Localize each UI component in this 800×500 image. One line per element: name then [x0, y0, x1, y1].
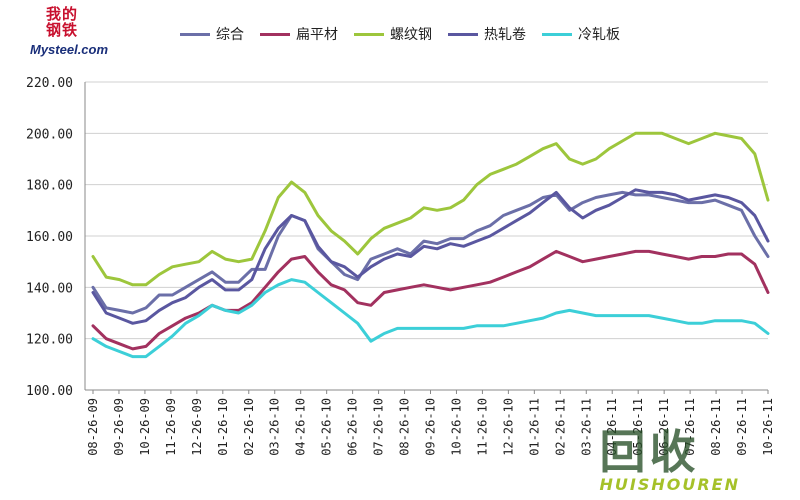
x-tick-label: 10-26-09 — [138, 398, 152, 456]
x-tick-label: 12-26-09 — [190, 398, 204, 456]
x-tick-label: 05-26-11 — [631, 398, 645, 456]
legend-label: 综合 — [216, 27, 244, 43]
x-tick-label: 01-26-10 — [216, 398, 230, 456]
legend-item: 冷轧板 — [542, 24, 620, 44]
x-tick-label: 06-26-11 — [657, 398, 671, 456]
chart-legend: 综合 扁平材 螺纹钢 热轧卷 冷轧板 — [180, 24, 636, 44]
series-line-0 — [91, 190, 770, 315]
watermark: 回收 HUISHOUREN — [600, 429, 740, 494]
x-tick-label: 08-26-10 — [398, 398, 412, 456]
legend-label: 冷轧板 — [578, 27, 620, 43]
legend-swatch — [354, 32, 384, 36]
x-tick-label: 09-26-11 — [735, 398, 749, 456]
series-line-1 — [91, 249, 770, 351]
y-tick-label: 100.00 — [26, 384, 73, 399]
y-tick-label: 160.00 — [26, 230, 73, 245]
legend-item: 综合 — [180, 24, 244, 44]
x-tick-label: 08-26-11 — [709, 398, 723, 456]
x-tick-label: 07-26-11 — [683, 398, 697, 456]
legend-item: 热轧卷 — [448, 24, 526, 44]
legend-swatch — [542, 32, 572, 36]
x-tick-label: 11-26-09 — [164, 398, 178, 456]
y-tick-label: 120.00 — [26, 333, 73, 348]
x-tick-label: 02-26-10 — [242, 398, 256, 456]
legend-item: 螺纹钢 — [354, 24, 432, 44]
legend-label: 扁平材 — [296, 27, 338, 43]
x-tick-label: 08-26-09 — [86, 398, 100, 456]
y-tick-label: 200.00 — [26, 127, 73, 142]
series-line-4 — [91, 278, 770, 359]
series-line-3 — [91, 188, 770, 325]
x-tick-label: 07-26-10 — [372, 398, 386, 456]
y-tick-label: 220.00 — [26, 76, 73, 91]
legend-label: 热轧卷 — [484, 27, 526, 43]
logo-chinese-text: 我的钢铁 — [46, 5, 79, 39]
x-tick-label: 05-26-10 — [320, 398, 334, 456]
y-tick-label: 140.00 — [26, 281, 73, 296]
legend-swatch — [180, 32, 210, 36]
logo-text: Mysteel.com — [30, 42, 109, 57]
x-tick-label: 04-26-11 — [605, 398, 619, 456]
x-tick-label: 12-26-10 — [501, 398, 515, 456]
x-tick-label: 09-26-09 — [112, 398, 126, 456]
legend-swatch — [448, 32, 478, 36]
legend-label: 螺纹钢 — [390, 27, 432, 43]
watermark-text: 回收 — [599, 425, 700, 479]
legend-swatch — [260, 32, 290, 36]
x-tick-label: 01-26-11 — [527, 398, 541, 456]
x-tick-label: 03-26-11 — [579, 398, 593, 456]
x-tick-label: 11-26-10 — [475, 398, 489, 456]
x-tick-label: 10-26-11 — [761, 398, 775, 456]
x-tick-label: 06-26-10 — [346, 398, 360, 456]
y-tick-label: 180.00 — [26, 179, 73, 194]
legend-item: 扁平材 — [260, 24, 338, 44]
x-tick-label: 04-26-10 — [294, 398, 308, 456]
x-tick-label: 02-26-11 — [553, 398, 567, 456]
series-line-2 — [91, 131, 770, 287]
watermark-subtext: HUISHOUREN — [599, 475, 740, 494]
x-tick-label: 03-26-10 — [268, 398, 282, 456]
x-tick-label: 09-26-10 — [424, 398, 438, 456]
x-tick-label: 10-26-10 — [449, 398, 463, 456]
